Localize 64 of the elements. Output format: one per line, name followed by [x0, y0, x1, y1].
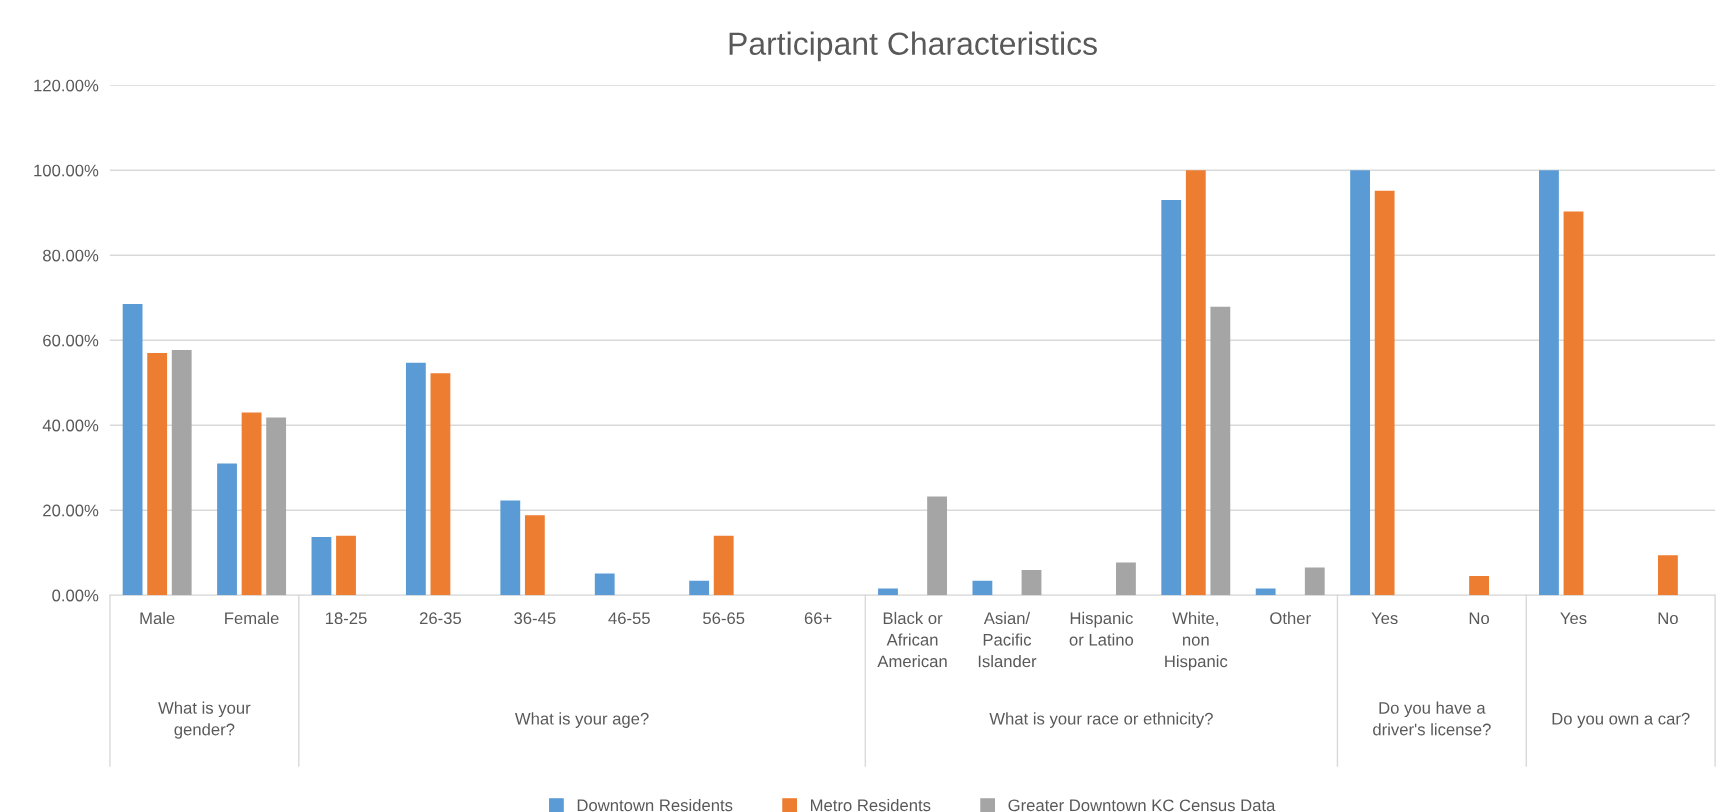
- text: What is your race or ethnicity?: [989, 712, 1213, 728]
- bar: [689, 580, 710, 596]
- x-tick-label: Female: [225, 611, 279, 625]
- bar: [1563, 211, 1584, 596]
- bar: [311, 536, 332, 596]
- bar: [1255, 588, 1276, 596]
- bar: [1304, 567, 1325, 596]
- bar: [147, 352, 168, 596]
- x-tick-label: 46-55: [608, 612, 650, 625]
- bar: [927, 496, 947, 596]
- bar: [972, 580, 993, 596]
- x-tick-label: Other: [1270, 611, 1311, 625]
- legend-label: Metro Residents: [811, 798, 931, 812]
- x-tick-label: No: [1469, 612, 1490, 625]
- text: Do you own a car?: [1552, 712, 1690, 728]
- bar: [122, 304, 143, 596]
- x-tick-label: 66+: [804, 612, 832, 625]
- bar: [1350, 170, 1371, 596]
- x-tick-label: 26-35: [419, 612, 462, 625]
- bar: [171, 350, 192, 596]
- y-tick-label: 40.00%: [42, 419, 99, 432]
- x-tick-label: Asian/ Pacific Islander: [978, 611, 1037, 668]
- bar: [500, 500, 521, 596]
- text: What is your age?: [514, 712, 649, 728]
- y-tick-label: 60.00%: [43, 334, 99, 347]
- bar: [713, 535, 734, 596]
- x-tick-label: Black or African American: [877, 611, 947, 668]
- bar: [1539, 170, 1559, 596]
- legend-label: Greater Downtown KC Census Data: [1008, 799, 1276, 812]
- bar: [241, 412, 262, 596]
- bar: [217, 463, 237, 596]
- bar: [1658, 555, 1678, 596]
- bar: [266, 417, 287, 596]
- bar: [1374, 190, 1395, 596]
- bar: [594, 573, 615, 596]
- x-tick-label: Yes: [1560, 612, 1587, 625]
- bar: [1021, 570, 1042, 596]
- bar: [405, 362, 426, 596]
- bar: [1185, 170, 1206, 596]
- text: What is your gender?: [158, 701, 251, 739]
- y-tick-label: 20.00%: [43, 504, 99, 517]
- x-tick-label: 18-25: [325, 612, 367, 625]
- x-tick-label: Male: [140, 611, 175, 625]
- y-tick-label: 0.00%: [52, 589, 99, 602]
- bar: [1116, 562, 1136, 596]
- bar: [1210, 306, 1231, 596]
- y-tick-label: 100.00%: [34, 164, 99, 177]
- y-tick-label: 80.00%: [43, 249, 99, 262]
- y-tick-label: 120.00%: [34, 79, 99, 92]
- bar: [430, 373, 451, 596]
- bar: [878, 588, 898, 596]
- x-tick-label: Yes: [1371, 612, 1398, 625]
- x-tick-label: Hispanic or Latino: [1069, 611, 1134, 646]
- legend-label: Downtown Residents: [577, 798, 733, 812]
- chart-title: Participant Characteristics: [729, 31, 1097, 62]
- bar: [1469, 576, 1489, 596]
- text: Do you have a driver's license?: [1373, 701, 1491, 736]
- bar: [524, 515, 545, 596]
- x-tick-label: No: [1658, 612, 1678, 625]
- x-tick-label: White, non Hispanic: [1165, 611, 1228, 671]
- x-tick-label: 56-65: [703, 612, 745, 625]
- bar: [1161, 200, 1182, 596]
- x-tick-label: 36-45: [514, 612, 556, 625]
- bar: [336, 535, 356, 596]
